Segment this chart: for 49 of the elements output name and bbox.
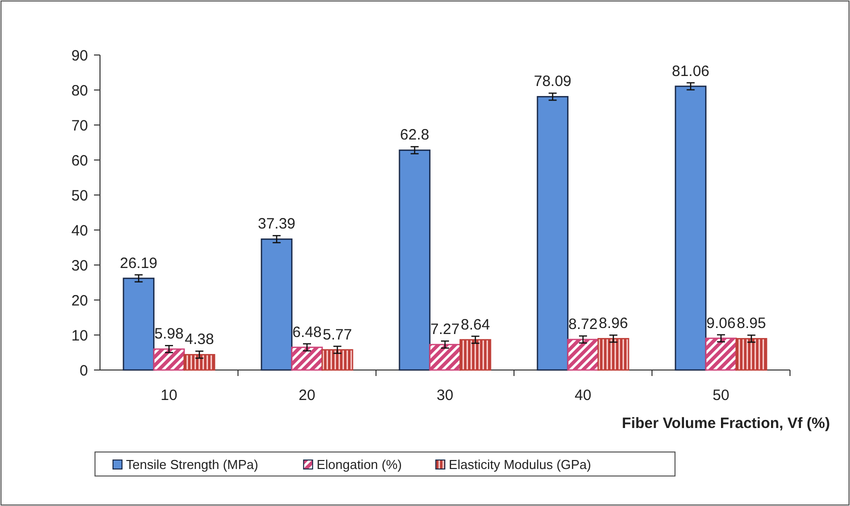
- bar: [184, 354, 216, 371]
- bar: [153, 348, 185, 371]
- y-tick-label: 80: [71, 82, 88, 100]
- data-label: 9.06: [706, 314, 736, 332]
- x-tick-label: 40: [574, 387, 592, 404]
- y-tick-label: 90: [71, 47, 88, 64]
- data-label: 5.98: [154, 326, 184, 343]
- data-label: 8.96: [598, 315, 628, 332]
- bar: [598, 338, 630, 371]
- data-label: 37.39: [258, 216, 296, 233]
- x-tick-label: 20: [298, 387, 316, 404]
- bar: [460, 339, 492, 371]
- data-label: 26.19: [120, 254, 158, 272]
- bar: [705, 338, 737, 371]
- x-tick-label: 10: [160, 387, 178, 404]
- y-tick-label: 50: [71, 187, 88, 204]
- y-tick-label: 70: [71, 117, 88, 134]
- x-tick-label: 50: [712, 387, 730, 404]
- data-label: 8.72: [568, 316, 598, 333]
- x-tick-label: 30: [436, 387, 454, 404]
- data-label: 5.77: [322, 326, 352, 344]
- legend-label: Elongation (%): [316, 457, 402, 472]
- y-tick-label: 20: [71, 292, 88, 310]
- bar: [736, 338, 768, 371]
- bar: [322, 349, 354, 371]
- y-tick-label: 10: [71, 327, 88, 344]
- y-tick-label: 30: [71, 257, 88, 274]
- data-label: 78.09: [534, 73, 572, 90]
- y-tick-label: 0: [80, 362, 88, 380]
- data-label: 62.8: [400, 126, 430, 144]
- data-label: 81.06: [672, 62, 710, 80]
- bar: [567, 338, 599, 371]
- data-label: 7.27: [430, 321, 460, 338]
- data-label: 8.64: [460, 316, 490, 334]
- bar: [536, 96, 568, 371]
- bar: [429, 344, 461, 371]
- legend-label: Elasticity Modulus (GPa): [448, 457, 592, 472]
- y-tick-label: 60: [71, 152, 88, 170]
- y-tick-label: 40: [71, 222, 88, 240]
- bar: [674, 86, 706, 371]
- x-axis-title: Fiber Volume Fraction, Vf (%): [622, 415, 830, 432]
- data-label: 6.48: [292, 324, 322, 341]
- data-label: 8.95: [736, 315, 766, 332]
- data-label: 4.38: [184, 331, 214, 348]
- bar: [291, 346, 323, 371]
- bar: [122, 278, 154, 371]
- bar: [260, 238, 292, 371]
- bar: [398, 150, 430, 371]
- legend-label: Tensile Strength (MPa): [126, 457, 258, 472]
